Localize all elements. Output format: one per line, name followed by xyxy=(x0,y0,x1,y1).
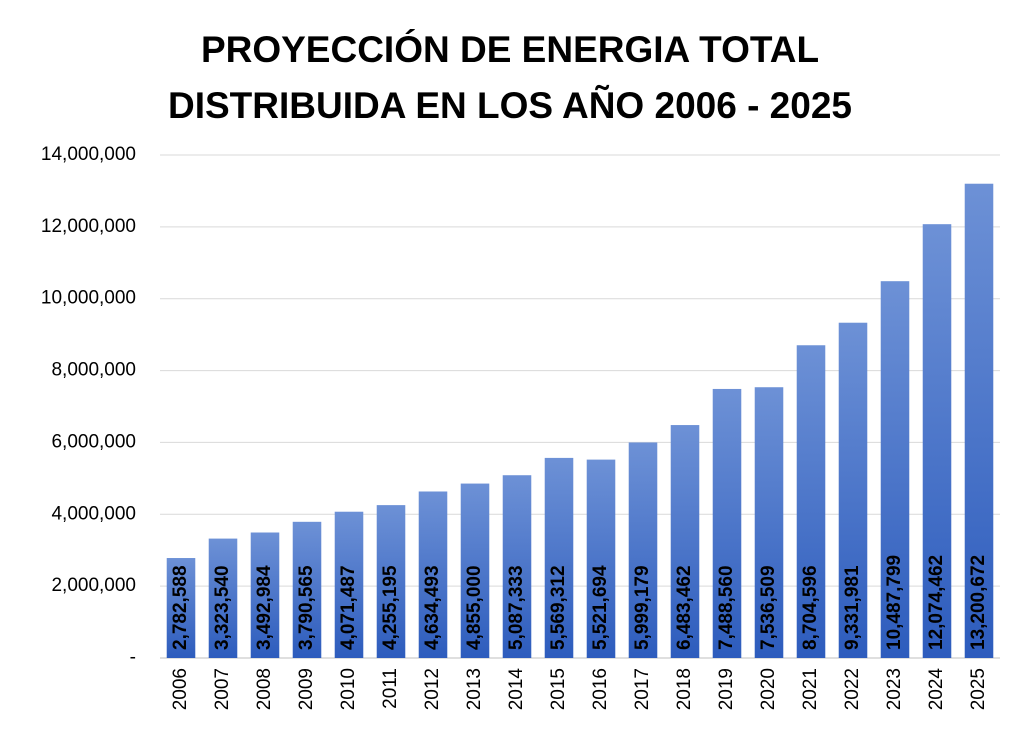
x-tick-label: 2025 xyxy=(968,668,989,710)
x-tick-label: 2007 xyxy=(212,668,233,710)
y-tick-label: 6,000,000 xyxy=(51,431,136,452)
y-tick-label: 12,000,000 xyxy=(41,216,136,237)
data-label: 5,999,179 xyxy=(632,565,653,650)
x-tick-label: 2010 xyxy=(338,668,359,710)
bar xyxy=(544,457,574,658)
y-tick-label: 8,000,000 xyxy=(51,360,136,381)
data-label: 3,790,565 xyxy=(296,565,317,650)
data-label: 7,488,560 xyxy=(716,565,737,650)
bar xyxy=(754,387,784,658)
data-label: 3,323,540 xyxy=(212,565,233,650)
data-label: 4,634,493 xyxy=(422,565,443,650)
data-label: 4,255,195 xyxy=(380,565,401,650)
y-tick-label: - xyxy=(130,647,136,668)
data-label: 4,071,487 xyxy=(338,565,359,650)
x-tick-label: 2022 xyxy=(842,668,863,710)
y-tick-label: 2,000,000 xyxy=(51,575,136,596)
x-tick-label: 2006 xyxy=(170,668,191,710)
x-tick-label: 2020 xyxy=(758,668,779,710)
bar xyxy=(166,558,196,658)
bar xyxy=(418,491,448,658)
y-tick-label: 10,000,000 xyxy=(41,288,136,309)
data-label: 10,487,799 xyxy=(884,555,905,650)
bar xyxy=(712,388,742,658)
data-label: 4,855,000 xyxy=(464,565,485,650)
bar xyxy=(670,425,700,658)
x-tick-label: 2017 xyxy=(632,668,653,710)
x-tick-label: 2011 xyxy=(380,668,401,709)
chart-title: PROYECCIÓN DE ENERGIA TOTAL DISTRIBUIDA … xyxy=(168,29,852,126)
bar xyxy=(796,345,826,658)
x-tick-label: 2015 xyxy=(548,668,569,710)
data-label: 7,536,509 xyxy=(758,565,779,650)
x-tick-label: 2014 xyxy=(506,668,527,711)
bar xyxy=(838,322,868,658)
x-tick-label: 2021 xyxy=(800,668,821,710)
bar xyxy=(334,511,364,658)
bar xyxy=(922,224,952,658)
bar xyxy=(586,459,616,658)
data-label: 8,704,596 xyxy=(800,565,821,650)
x-tick-label: 2023 xyxy=(884,668,905,710)
x-tick-label: 2012 xyxy=(422,668,443,710)
y-tick-label: 14,000,000 xyxy=(41,144,136,165)
bar xyxy=(208,538,238,658)
bar xyxy=(628,442,658,658)
bar xyxy=(460,483,490,658)
bar xyxy=(964,183,994,658)
x-tick-label: 2018 xyxy=(674,668,695,710)
x-tick-label: 2024 xyxy=(926,668,947,711)
x-tick-label: 2013 xyxy=(464,668,485,710)
y-tick-label: 4,000,000 xyxy=(51,503,136,524)
bar xyxy=(250,532,280,658)
x-tick-label: 2008 xyxy=(254,668,275,710)
x-tick-label: 2016 xyxy=(590,668,611,710)
x-tick-label: 2019 xyxy=(716,668,737,710)
bar xyxy=(376,505,406,658)
data-label: 5,087,333 xyxy=(506,565,527,650)
x-tick-label: 2009 xyxy=(296,668,317,710)
data-label: 2,782,588 xyxy=(170,565,191,650)
bar xyxy=(292,521,322,658)
data-label: 5,569,312 xyxy=(548,565,569,650)
data-label: 12,074,462 xyxy=(926,555,947,650)
bar xyxy=(880,281,910,658)
bar xyxy=(502,475,532,658)
data-label: 9,331,981 xyxy=(842,565,863,650)
data-label: 6,483,462 xyxy=(674,565,695,650)
data-label: 13,200,672 xyxy=(968,555,989,650)
data-label: 3,492,984 xyxy=(254,565,275,650)
data-label: 5,521,694 xyxy=(590,565,611,650)
